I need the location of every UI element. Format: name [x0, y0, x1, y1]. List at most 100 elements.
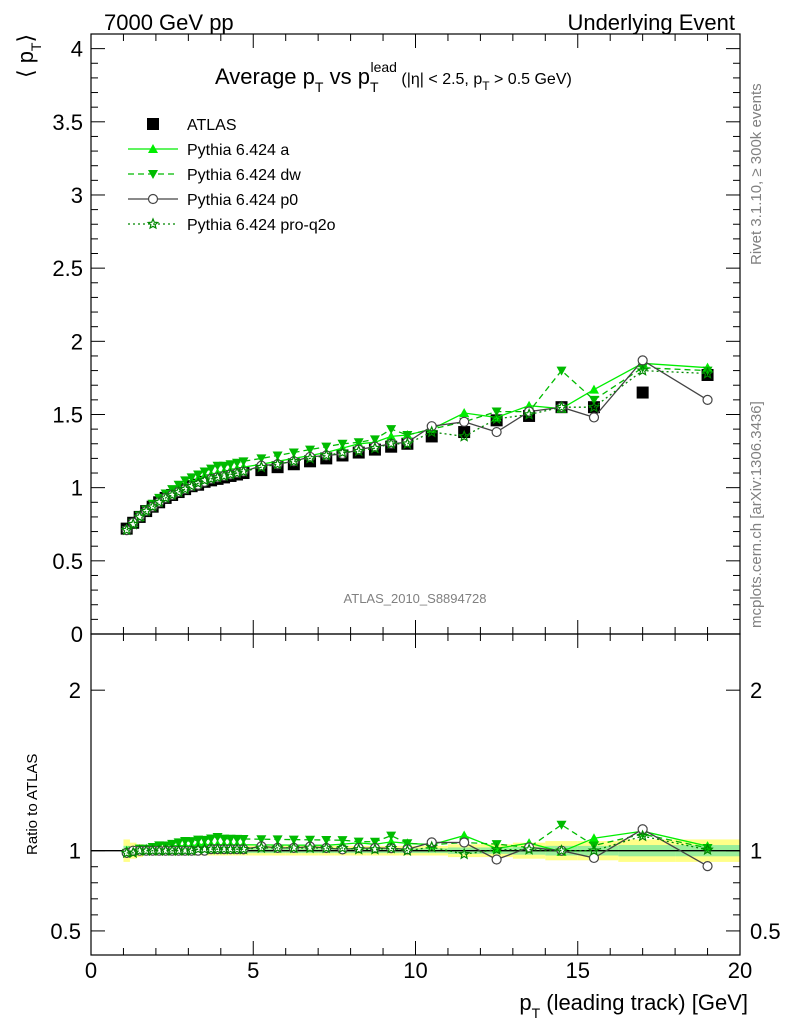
point-pythia-6-424-dw [556, 366, 567, 376]
main-y-axis: 0 0.5 1 1.5 2 2.5 3 3.5 4 [52, 37, 740, 647]
ratio-point-pythia-6-424-pro-q2o [555, 844, 568, 856]
main-y-label: ⟨ pT⟩ [13, 34, 44, 78]
ratio-point-pythia-6-424-pro-q2o [303, 841, 317, 854]
ratio-point-pythia-6-424-pro-q2o [522, 843, 536, 855]
point-pythia-6-424-pro-q2o [287, 454, 301, 467]
main-y-tick-label: 4 [71, 37, 83, 62]
ratio-point-pythia-6-424-p0 [459, 837, 470, 848]
point-atlas [636, 386, 649, 399]
ratio-point-pythia-6-424-dw [702, 843, 713, 853]
ratio-point-pythia-6-424-dw [337, 836, 348, 846]
point-pythia-6-424-pro-q2o [636, 364, 649, 376]
x-tick-label: 0 [85, 958, 97, 983]
point-pythia-6-424-dw [225, 460, 236, 470]
point-pythia-6-424-dw [637, 363, 648, 373]
point-pythia-6-424-pro-q2o [490, 412, 503, 425]
ratio-point-pythia-6-424-dw [232, 834, 243, 844]
ratio-point-pythia-6-424-dw [386, 831, 397, 841]
point-pythia-6-424-pro-q2o [401, 437, 414, 450]
ratio-point-pythia-6-424-dw [256, 835, 267, 845]
point-pythia-6-424-pro-q2o [172, 485, 185, 498]
ratio-point-pythia-6-424-pro-q2o [636, 829, 649, 842]
point-pythia-6-424-a [386, 431, 397, 441]
main-series-layer [120, 355, 714, 536]
main-y-tick-label: 3 [71, 183, 83, 208]
ratio-point-pythia-6-424-dw [556, 820, 567, 830]
point-pythia-6-424-dw [256, 454, 267, 464]
point-pythia-6-424-pro-q2o [555, 400, 568, 413]
ratio-point-pythia-6-424-pro-q2o [271, 841, 284, 854]
main-title: Average pT vs pTlead (|η| < 2.5, pT > 0.… [215, 59, 572, 95]
ratio-point-pythia-6-424-a [459, 830, 470, 840]
point-pythia-6-424-pro-q2o [368, 441, 382, 454]
point-pythia-6-424-dw [193, 470, 204, 480]
point-pythia-6-424-pro-q2o [271, 457, 284, 470]
point-pythia-6-424-p0 [637, 355, 648, 366]
ratio-point-pythia-6-424-pro-q2o [457, 847, 471, 860]
point-pythia-6-424-dw [206, 464, 217, 474]
point-pythia-6-424-dw [180, 476, 191, 486]
point-pythia-6-424-pro-q2o [336, 445, 349, 458]
ratio-panel: 0.5 1 2 0.5 1 2 0 5 10 15 20 Ratio to ATLAS pT (l… [24, 633, 781, 1021]
header-right: Underlying Event [567, 10, 735, 35]
ratio-point-pythia-6-424-pro-q2o [352, 842, 365, 855]
point-pythia-6-424-dw [186, 473, 197, 483]
ratio-point-pythia-6-424-pro-q2o [336, 841, 349, 854]
ratio-y-tick-label-right: 0.5 [750, 919, 781, 944]
main-x-ticks [90, 34, 741, 634]
ratio-point-pythia-6-424-dw [193, 835, 204, 845]
ratio-point-pythia-6-424-pro-q2o [425, 840, 438, 853]
ratio-point-pythia-6-424-dw [238, 835, 249, 845]
point-pythia-6-424-dw [588, 395, 599, 405]
line-pythia-6-424-a [126, 362, 708, 530]
ratio-point-pythia-6-424-a [588, 833, 599, 843]
ratio-point-pythia-6-424-pro-q2o [401, 844, 414, 856]
ratio-point-pythia-6-424-dw [305, 835, 316, 845]
point-pythia-6-424-pro-q2o [165, 488, 179, 501]
point-pythia-6-424-pro-q2o [384, 437, 398, 450]
main-y-tick-label: 2.5 [52, 256, 83, 281]
point-pythia-6-424-dw [386, 425, 397, 435]
ratio-point-pythia-6-424-pro-q2o [320, 841, 333, 854]
ratio-point-pythia-6-424-dw [272, 835, 283, 845]
point-pythia-6-424-dw [219, 461, 230, 471]
ratio-point-pythia-6-424-dw [206, 834, 217, 844]
ratio-point-pythia-6-424-dw [353, 837, 364, 847]
point-pythia-6-424-dw [321, 442, 332, 452]
ratio-point-pythia-6-424-pro-q2o [287, 841, 301, 854]
side-rivet-label: Rivet 3.1.10, ≥ 300k events [748, 83, 765, 265]
point-pythia-6-424-dw [305, 445, 316, 455]
point-pythia-6-424-dw [702, 366, 713, 376]
point-pythia-6-424-pro-q2o [701, 366, 714, 379]
ratio-y-tick-label-right: 2 [750, 678, 762, 703]
ratio-point-pythia-6-424-dw [288, 835, 299, 845]
analysis-tag: ATLAS_2010_S8894728 [344, 591, 487, 606]
ratio-y-tick-label-right: 1 [750, 839, 762, 864]
legend-marker-pythia-6-424-dw [148, 170, 158, 179]
line-pythia-6-424-p0 [126, 359, 708, 531]
ratio-frame [90, 633, 741, 956]
ratio-y-tick-label: 1 [69, 839, 81, 864]
legend-marker-atlas [147, 118, 159, 130]
legend-label-pythia-6-424-p0: Pythia 6.424 p0 [187, 192, 298, 209]
point-pythia-6-424-dw [353, 438, 364, 448]
legend-label-atlas: ATLAS [187, 117, 237, 134]
legend-marker-pythia-6-424-a [148, 144, 158, 153]
ratio-y-label: Ratio to ATLAS [24, 754, 41, 855]
main-y-tick-label: 1 [71, 476, 83, 501]
point-pythia-6-424-pro-q2o [237, 465, 250, 477]
point-pythia-6-424-pro-q2o [522, 407, 536, 420]
legend: ATLAS Pythia 6.424 a Pythia 6.424 dw Pythia… [128, 117, 336, 234]
ratio-point-pythia-6-424-pro-q2o [701, 843, 714, 856]
point-pythia-6-424-dw [369, 435, 380, 445]
point-pythia-6-424-pro-q2o [587, 400, 601, 413]
ratio-point-pythia-6-424-pro-q2o [384, 841, 398, 854]
point-pythia-6-424-p0 [588, 412, 600, 423]
x-tick-label: 10 [403, 958, 427, 983]
point-pythia-6-424-dw [232, 458, 243, 468]
header-left: 7000 GeV pp [104, 10, 234, 35]
ratio-x-axis: 0 5 10 15 20 [85, 634, 752, 983]
ratio-series-layer [120, 820, 714, 872]
point-pythia-6-424-dw [288, 448, 299, 458]
